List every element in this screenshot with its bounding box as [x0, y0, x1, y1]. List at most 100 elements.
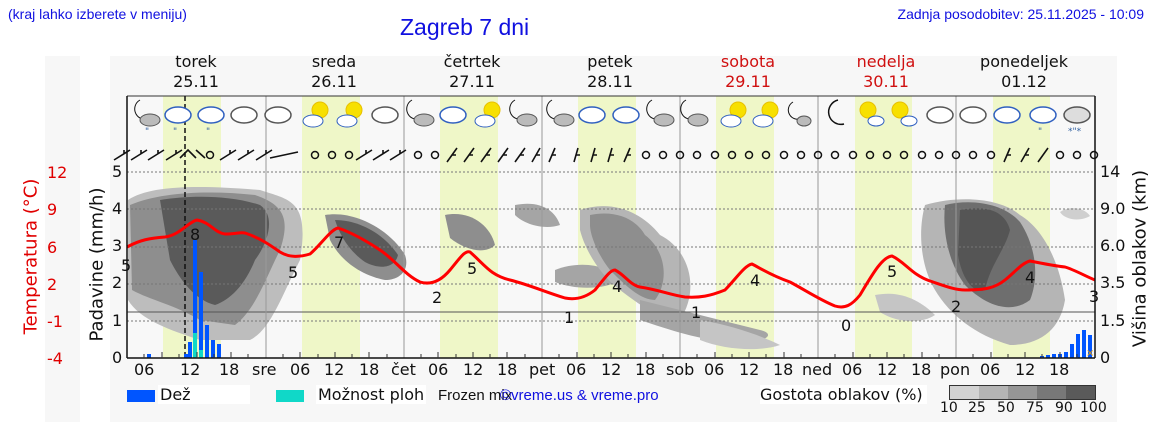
rain-bars: × [147, 240, 1094, 359]
day-separators [265, 96, 957, 358]
page-title: Zagreb 7 dni [400, 14, 530, 40]
cloud-density-label: Gostota oblakov (%) [760, 385, 927, 404]
sun-cloud-icon [302, 101, 329, 128]
svg-text:1: 1 [691, 303, 701, 322]
temp-axis-label-wrap: Temperatura (°C) [18, 150, 42, 365]
credit-link[interactable]: ©vreme.us & vreme.pro [500, 387, 659, 404]
precip-tick: 1 [112, 311, 123, 330]
cloud-icon [264, 106, 292, 124]
svg-text:*"*: *"* [1068, 127, 1082, 137]
cloud-density-scale [949, 385, 1096, 400]
moon-cloud-icon [406, 99, 435, 127]
cloud-rain-icon: " [197, 106, 225, 137]
cloud-height-tick: 6.0 [1100, 236, 1126, 255]
svg-text:1: 1 [564, 308, 574, 327]
sun-cloud-icon [720, 101, 747, 128]
calm-wind-circles [205, 150, 1099, 160]
rain-legend-swatch [127, 390, 155, 402]
last-update: Zadnja posodobitev: 25.11.2025 - 10:09 [897, 6, 1144, 22]
cloud-icon [230, 106, 258, 124]
moon-cloud-icon [509, 99, 538, 127]
region-hint[interactable]: (kraj lahko izberete v meniju) [8, 6, 187, 22]
svg-text:4: 4 [750, 271, 760, 290]
svg-text:": " [145, 127, 149, 137]
day-header: sreda 26.11 [311, 52, 357, 91]
svg-text:3: 3 [1089, 287, 1099, 306]
svg-text:4: 4 [612, 277, 622, 296]
precip-tick: 4 [112, 199, 123, 218]
cloud-height-tick: 0 [1100, 348, 1111, 367]
svg-text:7: 7 [334, 233, 344, 252]
temp-axis-label: Temperatura (°C) [20, 178, 42, 335]
svg-text:": " [1038, 127, 1042, 137]
moon-cloud-icon [646, 99, 675, 127]
sun-cloud-icon [859, 101, 885, 127]
day-header: torek 25.11 [173, 52, 219, 91]
sun-cloud-icon [752, 101, 779, 128]
x-axis-labels: 06 12 18 sre 06 12 18 čet 06 12 18 pet 0… [134, 360, 1070, 379]
temperature-line [126, 218, 1096, 309]
svg-text:2: 2 [432, 288, 442, 307]
moon-icon [827, 99, 845, 126]
precip-tick: 5 [112, 162, 123, 181]
svg-text:5: 5 [887, 262, 897, 281]
cloud-icon [371, 106, 399, 124]
temp-tick: -1 [47, 312, 63, 331]
svg-text:5: 5 [288, 263, 298, 282]
precip-axis-label-wrap: Padavine (mm/h) [84, 170, 108, 360]
precip-tick: 2 [112, 273, 123, 292]
weather-icons: " " " " *"* [134, 99, 1091, 137]
cloud-snow-rain-icon: *"* [1063, 106, 1091, 137]
temp-tick: 2 [47, 275, 58, 294]
grid-lines [127, 171, 1095, 322]
rain-legend-label: Dež [158, 385, 250, 404]
cloud-height-tick: 14 [1100, 162, 1121, 181]
temp-tick: 12 [47, 163, 68, 182]
frozen-legend-label: Frozen mix [438, 387, 513, 404]
day-header-weekend: sobota 29.11 [720, 52, 776, 91]
svg-text:8: 8 [190, 225, 200, 244]
showers-legend-label: Možnost ploh [316, 385, 427, 404]
cloud-icon [926, 106, 954, 124]
svg-text:2: 2 [951, 297, 961, 316]
day-header: ponedeljek 01.12 [980, 52, 1068, 91]
moon-cloud-icon [787, 101, 812, 127]
cloud-height-tick: 9.0 [1100, 199, 1126, 218]
svg-text:5: 5 [467, 259, 477, 278]
day-header: četrtek 27.11 [443, 52, 501, 91]
cloud-rain-icon: " [1029, 106, 1057, 137]
cloud-icon [578, 106, 606, 124]
temperature-annotations: 5 8 5 7 2 5 1 4 1 4 0 5 2 4 3 [121, 225, 1099, 335]
day-header-weekend: nedelja 30.11 [856, 52, 916, 91]
svg-text:": " [206, 127, 210, 137]
moon-cloud-rain-icon: " [134, 99, 161, 137]
cloud-density-map [128, 187, 1090, 350]
temp-axis-panel [45, 56, 80, 422]
precip-tick: 0 [112, 348, 123, 367]
precip-tick: 3 [112, 236, 123, 255]
cloud-icon [993, 106, 1021, 124]
cloud-icon [959, 106, 987, 124]
sun-cloud-icon [474, 101, 501, 128]
cloud-height-label-wrap: Višina oblakov (km) [1128, 160, 1152, 360]
hour-ticks [143, 352, 1078, 358]
temp-tick: 6 [47, 238, 58, 257]
sun-cloud-icon [891, 101, 918, 127]
svg-text:×: × [1086, 348, 1094, 359]
cloud-height-tick: 3.5 [1100, 273, 1126, 292]
cloud-icon [612, 106, 640, 124]
svg-text:5: 5 [121, 256, 131, 275]
cloud-rain-icon: " [164, 106, 192, 137]
sun-cloud-icon [336, 101, 363, 128]
showers-legend-swatch [276, 390, 304, 402]
temp-tick: -4 [47, 349, 63, 368]
cloud-icon [439, 106, 467, 124]
cloud-height-axis-label: Višina oblakov (km) [1129, 169, 1151, 348]
wind-barbs [113, 147, 1049, 163]
temp-tick: 9 [47, 200, 58, 219]
svg-text:": " [173, 127, 177, 137]
moon-cloud-icon [546, 99, 575, 127]
moon-cloud-icon [680, 99, 709, 127]
precip-axis-label: Padavine (mm/h) [86, 187, 108, 342]
